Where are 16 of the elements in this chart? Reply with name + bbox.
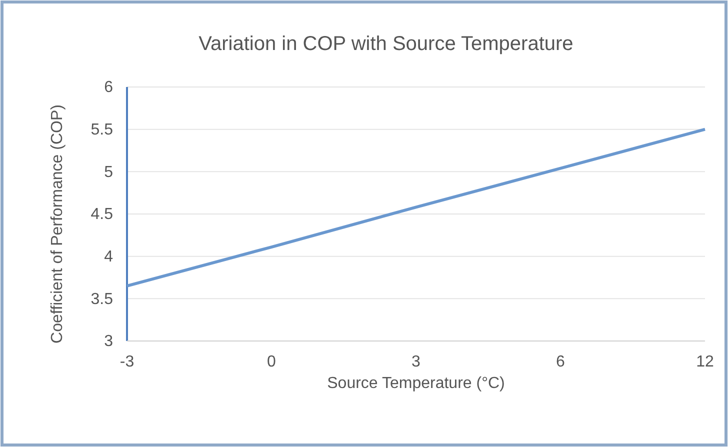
y-tick-label: 6	[104, 79, 114, 96]
y-tick-label: 3	[104, 333, 114, 350]
y-tick-label: 3.5	[90, 290, 114, 308]
y-axis-title: Coefficient of Performance (COP)	[49, 104, 66, 344]
x-axis-title: Source Temperature (°C)	[327, 375, 505, 392]
x-tick-label: 0	[267, 353, 276, 370]
x-tick-label: 12	[696, 353, 714, 370]
line-series	[126, 128, 706, 288]
chart-title: Variation in COP with Source Temperature	[198, 33, 574, 55]
y-tick-label: 4.5	[90, 206, 114, 224]
y-tick-label: 4	[104, 248, 114, 266]
x-tick-label: 3	[412, 353, 421, 370]
x-tick-label: 6	[556, 353, 566, 370]
y-tick-label: 5.5	[90, 121, 114, 138]
x-tick-label: -3	[120, 353, 134, 370]
y-tick-label: 5	[104, 164, 114, 181]
